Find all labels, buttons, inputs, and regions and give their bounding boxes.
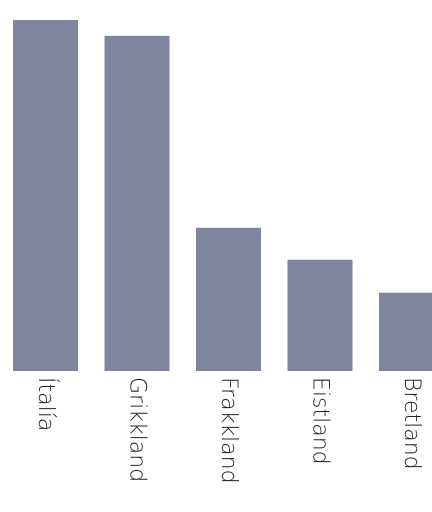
- bar-grikkland: [104, 35, 170, 372]
- x-tick-label-frakkland: Frakkland: [216, 377, 241, 484]
- x-tick-label-bretland: Bretland: [399, 377, 424, 470]
- bar-frakkland: [196, 227, 261, 371]
- x-tick-labels: Ítalía Grikkland Frakkland Eistland Bretland: [33, 377, 424, 484]
- x-tick-label-italia: Ítalía: [33, 377, 59, 431]
- bars-group: [13, 20, 432, 372]
- bar-eistland: [287, 259, 353, 371]
- x-tick-label-eistland: Eistland: [308, 377, 333, 465]
- bar-bretland: [379, 292, 432, 371]
- bar-italia: [13, 20, 78, 371]
- x-tick-label-grikkland: Grikkland: [125, 377, 150, 482]
